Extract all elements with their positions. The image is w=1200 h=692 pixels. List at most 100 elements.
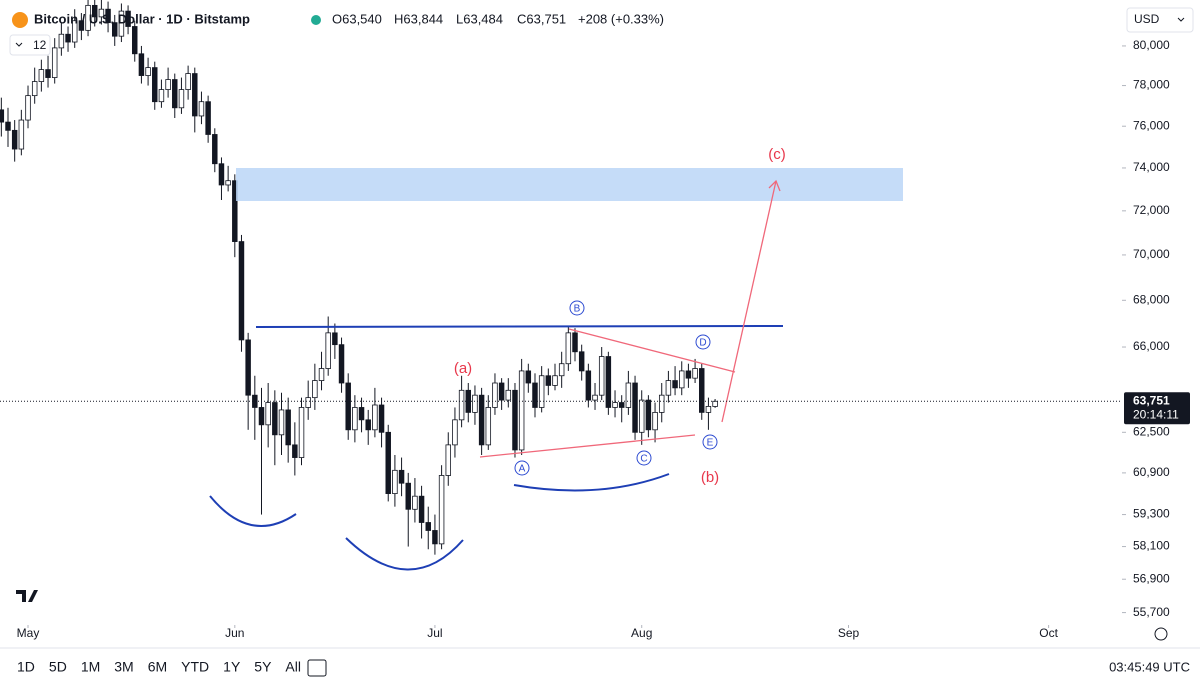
currency-select[interactable] [1126, 7, 1194, 33]
candle-body [398, 469, 405, 484]
x-tick-label: Sep [838, 626, 860, 640]
candle-body [18, 119, 25, 150]
candle-body [185, 73, 191, 90]
candle-body [585, 370, 592, 401]
candle-body [578, 351, 585, 372]
candle-body [31, 81, 38, 97]
y-tick-label: 78,000 [1133, 78, 1170, 92]
candle-body [598, 356, 605, 396]
indicator-count[interactable]: 12 [33, 38, 47, 52]
candle-body [132, 26, 138, 55]
candle-body [505, 389, 512, 401]
range-button[interactable]: YTD [181, 659, 209, 675]
candle-body [712, 400, 718, 407]
candle-body [418, 495, 425, 523]
candle-body [425, 522, 431, 531]
y-tick-label: 55,700 [1133, 605, 1170, 619]
candle-body [98, 8, 105, 18]
candle-body [699, 368, 705, 413]
candle-body [545, 375, 552, 386]
range-button[interactable]: 5Y [254, 659, 272, 675]
candle-body [165, 79, 171, 90]
triangle-lower [479, 434, 696, 458]
price-axis: 80,000 78,000 76,000 74,000 72,000 70,000 68,0… [1122, 38, 1170, 619]
y-tick-label: 80,000 [1133, 38, 1170, 52]
candle-body [45, 69, 51, 78]
y-tick-label: 56,900 [1133, 571, 1170, 585]
candle-body [285, 409, 291, 446]
candle-body [532, 382, 538, 408]
plot-area [0, 0, 718, 555]
indicator-toggle[interactable] [9, 34, 51, 56]
x-tick-label: Oct [1039, 626, 1058, 640]
candle-body [525, 370, 532, 384]
last-price-label: 63,751 [1133, 393, 1170, 407]
range-button[interactable]: 1D [17, 659, 35, 675]
candle-body [692, 368, 698, 379]
y-tick-label: 72,000 [1133, 203, 1170, 217]
candle-body [192, 73, 198, 117]
candle-body [605, 356, 612, 408]
circled-labels [514, 300, 718, 476]
candle-body [152, 67, 158, 103]
candle-body [612, 402, 618, 408]
candle-body [558, 363, 565, 377]
candle-body [685, 370, 692, 379]
point-label: E [707, 438, 714, 449]
wave-label: (b) [701, 469, 719, 486]
y-tick-label: 58,100 [1133, 539, 1170, 553]
candle-body [11, 129, 18, 150]
candle-body [325, 332, 331, 369]
candle-body [298, 407, 305, 458]
candle-body [618, 402, 625, 408]
candle-body [232, 180, 238, 242]
candle-body [318, 368, 325, 381]
range-button[interactable]: 3M [114, 659, 133, 675]
settings-icon[interactable] [1154, 627, 1168, 641]
range-button[interactable]: 6M [148, 659, 167, 675]
point-label: A [519, 464, 526, 475]
candle-body [638, 399, 645, 433]
candle-body [212, 134, 218, 165]
range-button[interactable]: 1M [81, 659, 100, 675]
candle-body [38, 69, 45, 82]
market-status [311, 15, 321, 25]
point-label: C [640, 454, 647, 465]
y-tick-label: 60,900 [1133, 465, 1170, 479]
x-tick-label: May [17, 626, 40, 640]
candle-body [458, 389, 465, 421]
y-tick-label: 68,000 [1133, 292, 1170, 306]
candle-body [338, 344, 345, 384]
range-button[interactable]: 1Y [223, 659, 241, 675]
candle-body [705, 406, 712, 413]
candle-body [145, 67, 151, 76]
candle-body [51, 47, 58, 78]
candle-body [58, 33, 65, 49]
candle-body [679, 370, 685, 389]
projection-arrow [721, 180, 777, 423]
candle-body [672, 380, 678, 389]
candle-body [272, 402, 278, 436]
arrow-head [768, 179, 781, 192]
point-label: D [699, 338, 706, 349]
y-tick-label: 66,000 [1133, 339, 1170, 353]
candle-body [538, 375, 545, 408]
currency[interactable]: USD [1134, 12, 1160, 26]
range-button[interactable]: 5D [49, 659, 67, 675]
range-button[interactable]: All [285, 659, 301, 675]
date-range-icon[interactable] [307, 659, 327, 677]
candle-body [345, 382, 351, 431]
candle-body [625, 382, 632, 408]
candle-body [332, 332, 338, 346]
candle-body [365, 419, 371, 431]
candle-body [305, 397, 311, 408]
candle-body [112, 22, 118, 37]
candle-body [91, 4, 98, 18]
countdown: 20:14:11 [1133, 407, 1179, 421]
candle-body [552, 375, 558, 386]
y-tick-label: 70,000 [1133, 247, 1170, 261]
candle-body [105, 8, 111, 24]
candle-body [218, 163, 225, 186]
candle-body [85, 4, 91, 31]
